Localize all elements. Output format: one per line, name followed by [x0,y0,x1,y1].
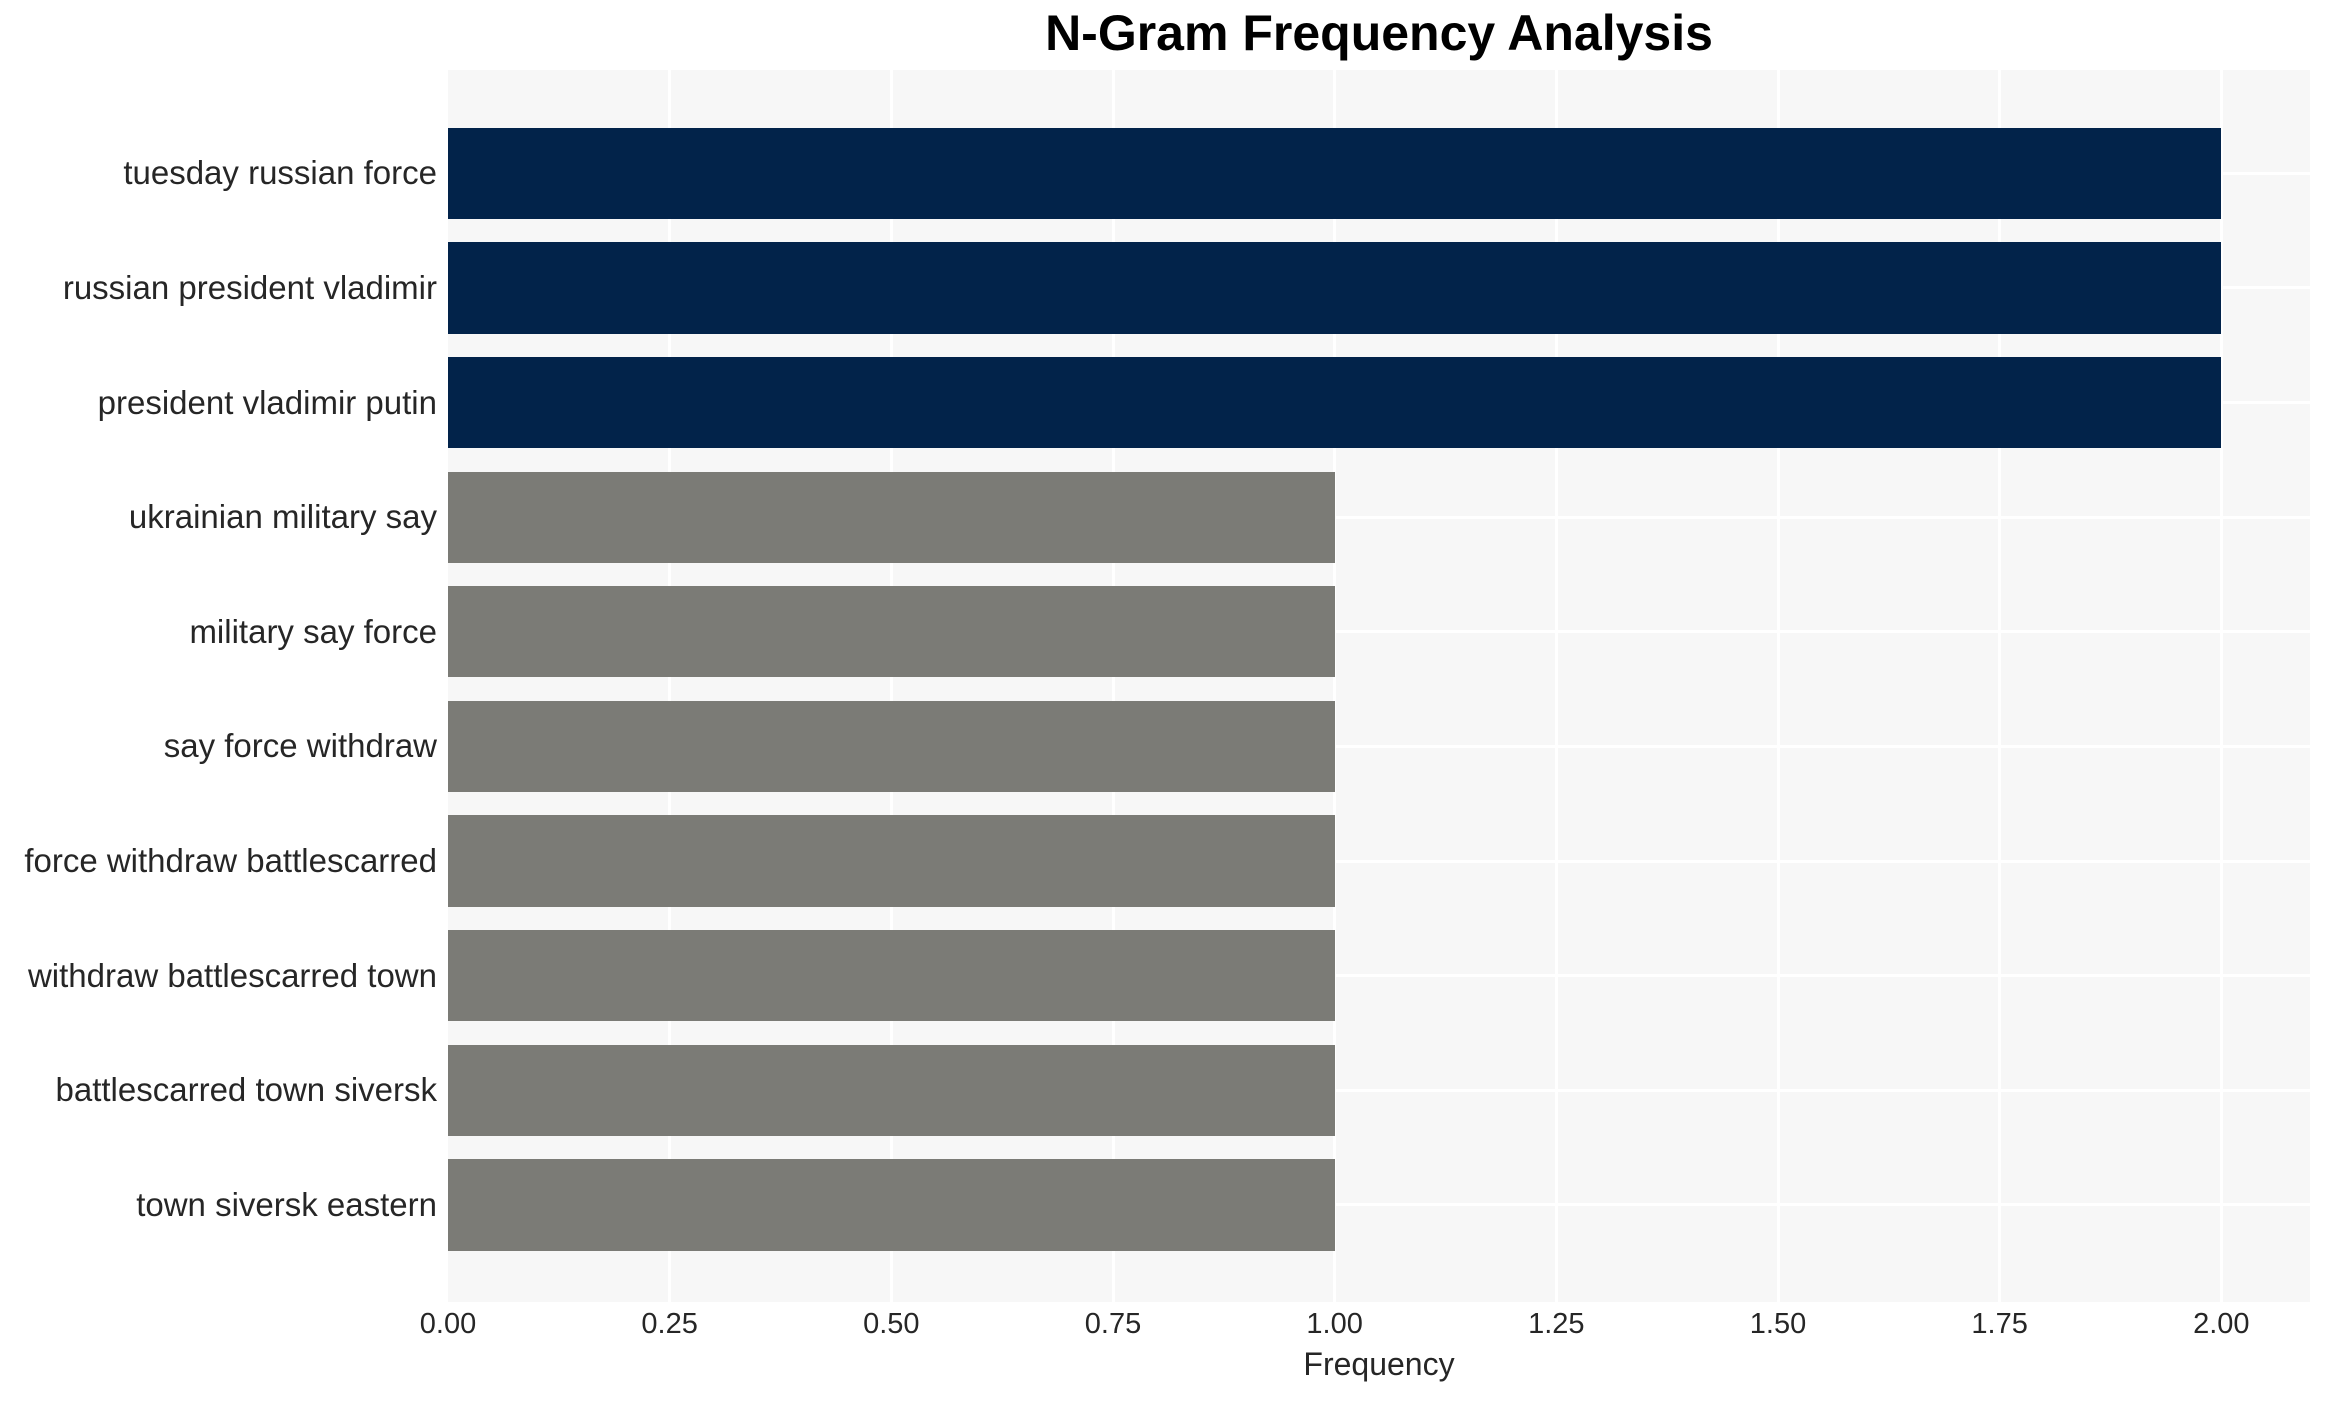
bar [448,815,1335,907]
x-tick-label: 1.25 [1528,1308,1585,1340]
x-tick-label: 0.50 [863,1308,920,1340]
y-axis-label: battlescarred town siversk [55,1071,437,1109]
x-tick-label: 2.00 [2193,1308,2250,1340]
x-gridline [1333,70,1337,1302]
y-axis-label: president vladimir putin [97,383,437,421]
bar [448,471,1335,563]
x-axis-title: Frequency [1303,1346,1455,1382]
x-tick-label: 1.75 [1971,1308,2028,1340]
x-tick-label: 1.00 [1306,1308,1363,1340]
x-gridline [1554,70,1558,1302]
y-gridline [448,744,2310,748]
y-axis-label: withdraw battlescarred town [27,956,437,994]
x-gridline [1111,70,1115,1302]
x-tick-label: 0.25 [641,1308,698,1340]
bar [448,356,2222,449]
bar [448,586,1335,678]
bar [448,1044,1335,1136]
bar [448,930,1335,1022]
bar [448,127,2222,219]
plot-area [448,70,2310,1302]
y-gridline [448,630,2310,634]
bar [448,242,2222,334]
bar [448,700,1335,793]
y-gridline [448,859,2310,863]
x-gridline [668,70,672,1302]
y-axis-label: say force withdraw [163,727,437,765]
x-tick-label: 0.75 [1084,1308,1142,1340]
y-axis-label: ukrainian military say [128,498,437,536]
bar [448,1159,1335,1251]
chart-title: N-Gram Frequency Analysis [1045,5,1713,61]
y-gridline [448,974,2310,978]
y-axis-label: force withdraw battlescarred [24,842,437,880]
y-axis-label: military say force [189,612,437,650]
bars-layer [448,70,2310,1302]
y-gridline [448,515,2310,519]
x-gridline [2219,70,2223,1302]
y-axis-label: russian president vladimir [62,268,437,306]
x-gridline [1998,70,2002,1302]
x-gridline [1776,70,1780,1302]
y-axis-label: tuesday russian force [123,154,437,192]
x-tick-label: 0.00 [419,1308,477,1340]
y-gridline [448,1088,2310,1092]
x-tick-label: 1.50 [1749,1308,1807,1340]
y-gridline [448,1203,2310,1207]
y-axis-label: town siversk eastern [136,1185,437,1223]
x-gridline [889,70,893,1302]
